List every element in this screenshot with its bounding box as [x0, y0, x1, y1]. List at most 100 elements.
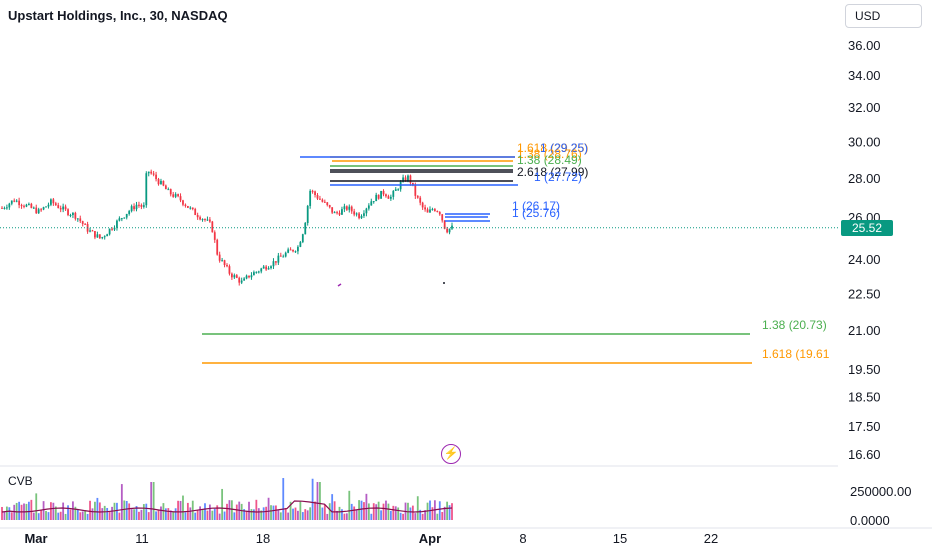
volume-bar — [216, 505, 219, 520]
candle-body — [297, 246, 299, 252]
last-price-tag: 25.52 — [841, 220, 893, 236]
volume-bar — [372, 503, 375, 520]
candle-body — [89, 230, 91, 232]
indicator-label[interactable]: CVB — [8, 474, 33, 488]
candle-body — [96, 234, 99, 238]
candle-body — [133, 206, 135, 210]
volume-bar — [248, 501, 250, 520]
candle-body — [111, 228, 113, 230]
volume-bar — [387, 503, 390, 520]
volume-bar — [223, 511, 226, 520]
candle-body — [174, 194, 177, 197]
volume-bar — [57, 512, 60, 520]
volume-bar — [389, 510, 392, 520]
candle-body — [145, 173, 148, 206]
candle-body — [301, 234, 304, 243]
volume-bar — [385, 500, 387, 520]
candle-body — [343, 206, 346, 210]
price-axis[interactable]: 36.0034.0032.0030.0028.0026.0024.0022.50… — [848, 38, 881, 462]
volume-bar — [367, 503, 370, 520]
candle-body — [25, 204, 28, 207]
candle-body — [5, 207, 8, 209]
lightning-icon[interactable]: ⚡ — [441, 444, 461, 464]
candle-body — [30, 203, 33, 208]
candle-body — [177, 194, 179, 197]
candle-body — [8, 203, 11, 208]
candle-body — [172, 194, 175, 197]
volume-bar — [42, 501, 45, 520]
candle-body — [142, 205, 145, 207]
volume-bar — [116, 502, 118, 520]
currency-button[interactable]: USD — [845, 4, 922, 28]
time-tick-label: 22 — [704, 531, 718, 546]
volume-bar — [64, 513, 67, 520]
candle-body — [282, 256, 285, 258]
volume-bar — [314, 501, 316, 520]
volume-bar — [94, 501, 96, 520]
volume-bar — [411, 505, 414, 520]
price-tick-label: 30.00 — [848, 134, 881, 149]
volume-bar — [451, 503, 453, 520]
volume-bar — [52, 502, 55, 520]
volume-bar — [267, 497, 270, 520]
volume-bar — [69, 509, 72, 520]
candle-body — [59, 208, 62, 210]
candle-body — [338, 212, 341, 215]
volume-bar — [101, 508, 104, 520]
candle-body — [13, 200, 16, 202]
volume-bar — [277, 510, 280, 520]
volume-bar — [142, 504, 145, 520]
candle-body — [385, 194, 387, 197]
volume-bar — [30, 499, 33, 520]
volume-bar — [103, 505, 106, 520]
volume-bar — [106, 507, 109, 520]
volume-bar — [123, 500, 126, 520]
volume-bar — [350, 503, 353, 520]
candle-body — [270, 266, 272, 269]
candle-body — [221, 260, 224, 262]
candle-body — [416, 195, 419, 198]
volume-bar — [160, 506, 162, 520]
candle-body — [15, 200, 18, 202]
candle-body — [103, 236, 106, 238]
candle-body — [438, 211, 441, 215]
candle-body — [101, 237, 104, 239]
volume-bar — [174, 508, 177, 520]
fib-level-label: 1.618 (29.25) — [517, 141, 588, 155]
volume-bar — [169, 510, 172, 520]
volume-bar — [62, 502, 65, 520]
candle-body — [162, 180, 165, 186]
candle-body — [91, 230, 94, 232]
volume-bar — [438, 501, 441, 520]
candle-body — [76, 218, 79, 220]
volume-bar — [375, 504, 378, 520]
candle-body — [448, 228, 451, 233]
price-tick-label: 19.50 — [848, 362, 881, 377]
volume-bar — [79, 512, 82, 520]
volume-bar — [184, 512, 187, 520]
volume-bar — [179, 500, 182, 520]
volume-bar — [164, 508, 167, 520]
candle-body — [206, 219, 209, 221]
volume-bar — [130, 509, 133, 520]
candle-body — [184, 204, 187, 207]
volume-bar — [167, 508, 170, 520]
candle-body — [81, 221, 84, 224]
candle-body — [42, 207, 45, 210]
volume-tick-label: 250000.00 — [850, 484, 911, 499]
fibonacci-levels[interactable]: 1.618 (29.25)1 (29.25)1.38 (28.76)1.38 (… — [202, 141, 830, 364]
volume-bar — [211, 510, 214, 520]
candle-body — [257, 271, 260, 273]
time-axis[interactable]: Mar 11 18 Apr 8 15 22 — [0, 527, 932, 546]
volume-bar — [182, 495, 184, 520]
volume-bar — [336, 510, 338, 520]
volume-bar — [118, 512, 121, 520]
volume-bar — [275, 505, 277, 520]
volume-bar — [399, 512, 402, 520]
candle-body — [125, 213, 128, 218]
volume-bar — [125, 500, 128, 520]
volume-bar — [309, 507, 312, 520]
candle-body — [113, 227, 116, 230]
candle-body — [69, 215, 72, 217]
